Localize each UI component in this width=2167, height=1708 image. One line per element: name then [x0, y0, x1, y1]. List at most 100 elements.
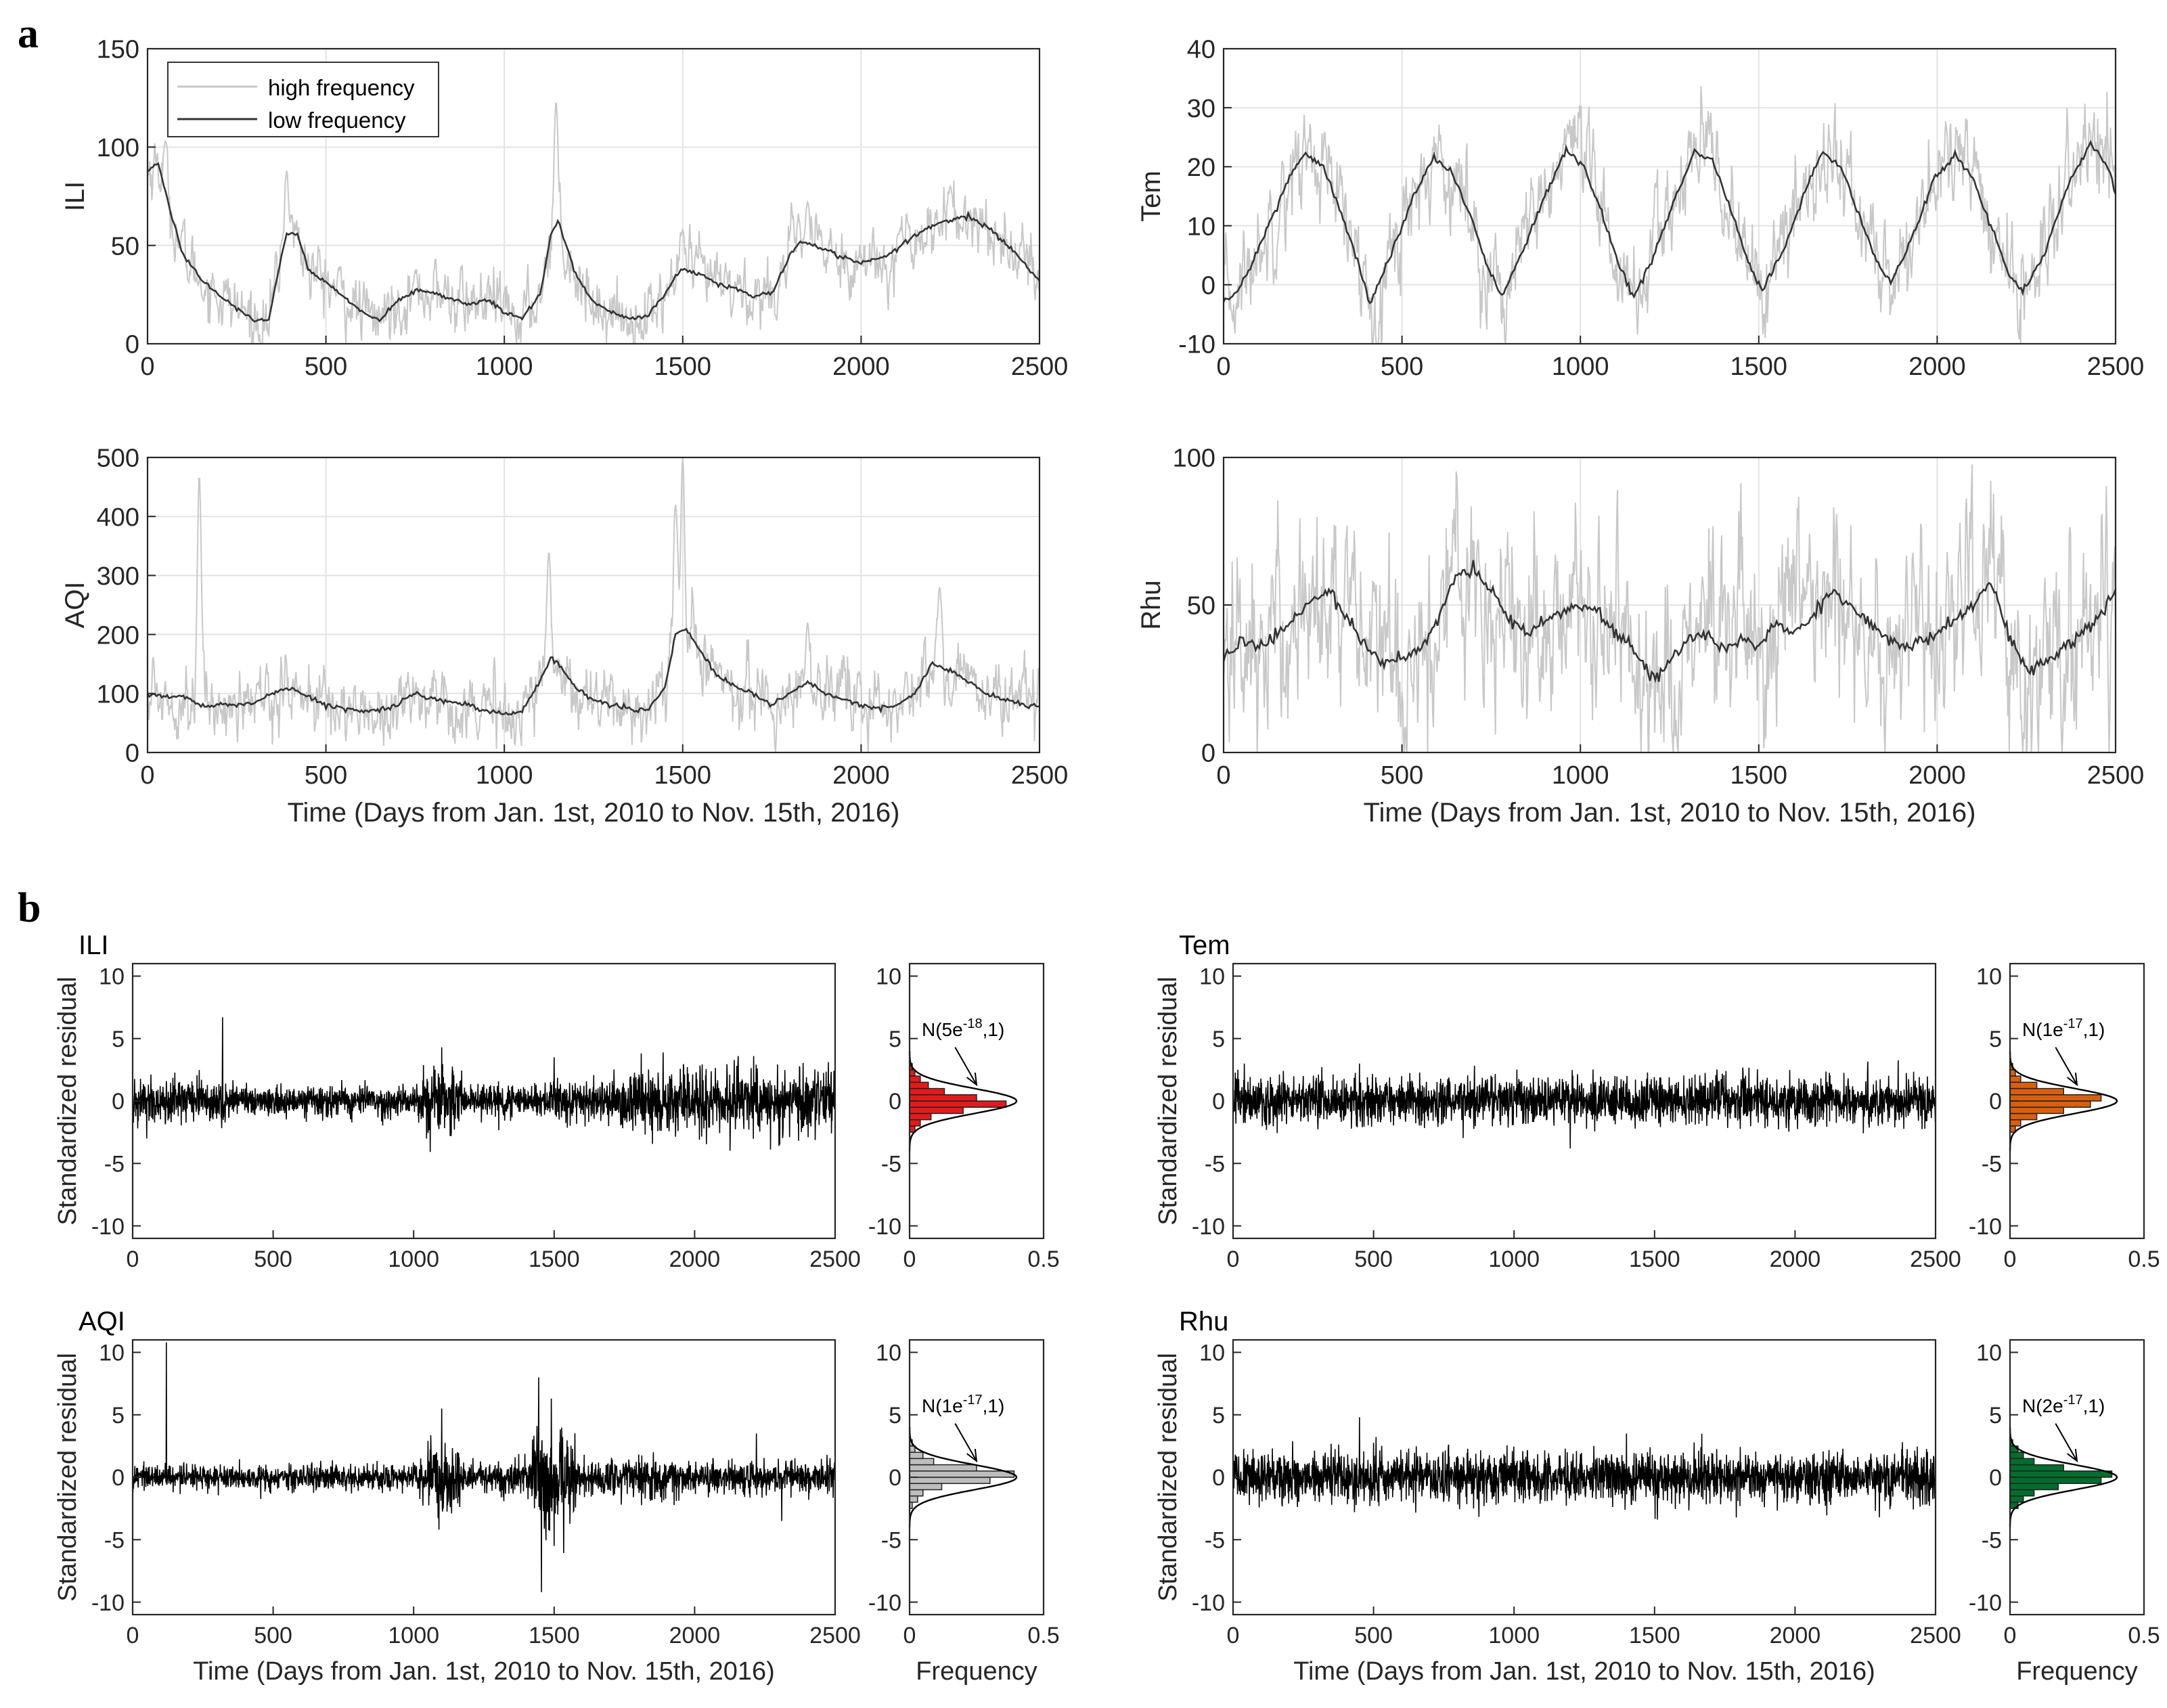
chart-title: AQI	[79, 1307, 125, 1336]
series-low-frequency	[1224, 139, 2116, 305]
x-tick-label: 2000	[1770, 1246, 1821, 1272]
x-tick-label: 2000	[1770, 1623, 1821, 1648]
x-tick-label: 0	[127, 1623, 139, 1648]
x-tick-label: 1500	[1629, 1623, 1680, 1648]
x-tick-label: 1500	[529, 1623, 580, 1648]
x-tick-label: 2000	[669, 1623, 721, 1648]
y-tick-label: 5	[112, 1403, 125, 1429]
x-tick-label: 0	[903, 1246, 916, 1272]
y-axis-label: Tem	[1136, 171, 1166, 222]
y-tick-label: 0	[889, 1465, 901, 1491]
chart-title: Rhu	[1179, 1307, 1228, 1336]
legend-low-label: low frequency	[268, 108, 406, 133]
histogram-bar	[909, 1119, 921, 1127]
histogram-bar	[909, 1489, 924, 1497]
histogram-bar	[2009, 1106, 2064, 1115]
chart-rhu-histogram: N(2e-17,1) 0 0.5 -10 -5 0 5 10 Frequency	[1969, 1339, 2160, 1686]
y-tick-label: 10	[1976, 964, 2002, 990]
y-tick-label: 20	[1187, 154, 1215, 182]
chart-title: ILI	[79, 930, 108, 960]
normal-fit-curve	[908, 1051, 1018, 1151]
x-tick-label: 1500	[1730, 761, 1788, 790]
x-tick-label: 0	[2004, 1246, 2017, 1272]
y-tick-label: 300	[97, 562, 139, 591]
histogram-bar	[2009, 1075, 2021, 1083]
x-tick-label: 0	[140, 761, 154, 790]
x-tick-label: 2500	[809, 1623, 861, 1648]
histogram-bar	[909, 1106, 964, 1115]
histogram-bar	[2009, 1100, 2091, 1108]
y-tick-label: -10	[91, 1214, 125, 1240]
y-tick-label: 0	[125, 740, 139, 768]
x-tick-label: 1000	[388, 1246, 439, 1272]
histogram-bar	[2009, 1489, 2035, 1497]
y-tick-label: 50	[1187, 592, 1215, 621]
annotation-arrow-head	[966, 1449, 978, 1463]
x-tick-label: 2000	[1908, 353, 1966, 381]
x-tick-label: 500	[1381, 353, 1423, 381]
y-tick-label: 100	[97, 680, 139, 709]
x-tick-label: 2500	[809, 1246, 861, 1272]
x-tick-label: 0	[140, 353, 154, 381]
x-tick-label: 500	[305, 761, 347, 790]
x-tick-label: 2000	[669, 1246, 721, 1272]
x-tick-label: 500	[1381, 761, 1423, 790]
annotation-arrow-line	[954, 1047, 977, 1085]
series-residual	[132, 1342, 836, 1592]
x-tick-label: 1000	[1488, 1246, 1540, 1272]
axes-frame	[146, 47, 1041, 345]
series-low-frequency	[148, 627, 1040, 716]
y-tick-label: -5	[104, 1528, 125, 1554]
y-tick-label: -10	[1178, 331, 1215, 359]
x-tick-label: 1000	[1552, 353, 1609, 381]
histogram-bar	[909, 1495, 918, 1503]
x-tick-label: 2500	[1910, 1623, 1961, 1648]
normal-fit-curve	[2009, 1051, 2118, 1151]
x-tick-label: 1500	[1629, 1246, 1680, 1272]
chart-title: Tem	[1179, 930, 1230, 960]
x-tick-label: 0.5	[1027, 1246, 1059, 1272]
x-tick-label: 1000	[1488, 1623, 1540, 1648]
y-tick-label: 5	[1212, 1403, 1225, 1429]
panel-b-label: b	[18, 885, 41, 931]
y-tick-label: 10	[99, 1341, 125, 1366]
x-tick-label: 500	[254, 1623, 292, 1648]
x-tick-label: 0.5	[2128, 1246, 2160, 1272]
x-tick-label: 1500	[654, 353, 712, 381]
x-tick-label: 0	[1216, 761, 1230, 790]
y-tick-label: 0	[125, 331, 139, 359]
y-axis-label: AQI	[60, 582, 90, 629]
chart-aqi-histogram: N(1e-17,1) 0 0.5 -10 -5 0 5 10 Frequency	[868, 1339, 1060, 1686]
histogram-bar	[2009, 1094, 2102, 1102]
x-tick-label: 0	[1227, 1246, 1240, 1272]
x-tick-label: 1500	[654, 761, 712, 790]
y-tick-label: 500	[97, 445, 139, 473]
histogram-bar	[909, 1087, 945, 1096]
y-tick-label: -5	[1205, 1152, 1225, 1177]
y-tick-label: 10	[1187, 212, 1215, 241]
y-tick-label: -5	[881, 1152, 901, 1177]
x-tick-label: 500	[1354, 1246, 1393, 1272]
y-tick-label: 5	[112, 1027, 125, 1052]
x-tick-label: 2500	[1011, 761, 1069, 790]
x-tick-label: 500	[1354, 1623, 1393, 1648]
histogram-bar	[909, 1470, 1015, 1478]
histogram-bar	[2009, 1119, 2021, 1127]
chart-aqi-residual: 0 500 1000 1500 2000 2500 -10 -5 0 5 10 Time (Days …	[53, 1307, 861, 1686]
histogram-bar	[2009, 1081, 2038, 1089]
x-tick-label: 500	[254, 1246, 292, 1272]
histogram-bar	[909, 1113, 932, 1121]
x-tick-label: 1000	[388, 1623, 439, 1648]
x-axis-label: Time (Days from Jan. 1st, 2010 to Nov. 1…	[1293, 1657, 1875, 1686]
annotation-arrow-line	[954, 1423, 977, 1462]
x-axis-label: Time (Days from Jan. 1st, 2010 to Nov. 1…	[1364, 798, 1976, 828]
x-tick-label: 2000	[832, 761, 890, 790]
normal-fit-curve	[2009, 1427, 2118, 1527]
y-tick-label: -5	[1982, 1152, 2002, 1177]
histogram-bar	[909, 1100, 1007, 1108]
y-tick-label: -10	[868, 1590, 901, 1616]
y-tick-label: 0	[1212, 1465, 1225, 1491]
y-tick-label: 400	[97, 503, 139, 532]
y-tick-label: 0	[112, 1089, 125, 1115]
